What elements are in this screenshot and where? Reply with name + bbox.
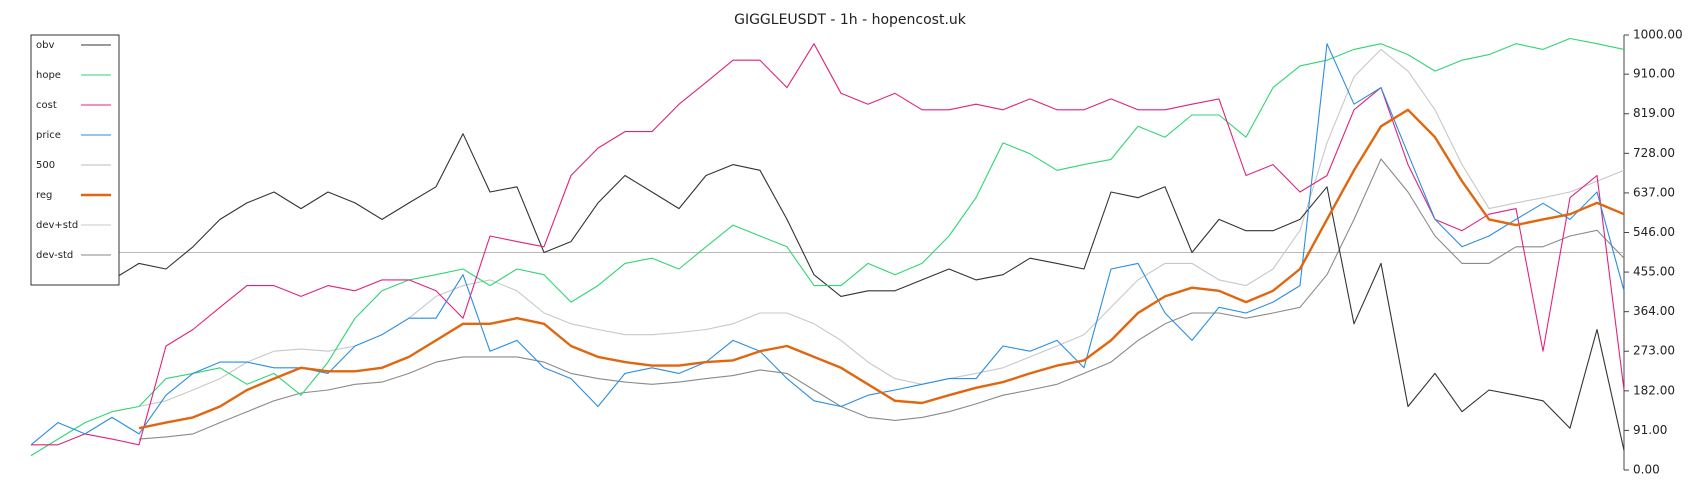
y-tick-label: 91.00 [1633, 423, 1667, 437]
y-tick-label: 546.00 [1633, 225, 1675, 239]
y-tick-label: 637.00 [1633, 185, 1675, 199]
legend-label: hope [36, 70, 61, 81]
legend-label: price [36, 130, 61, 141]
chart-title: GIGGLEUSDT - 1h - hopencost.uk [734, 12, 967, 28]
series-line [30, 43, 1625, 446]
series-line [31, 43, 1625, 446]
series-line [138, 108, 1625, 430]
y-tick-label: 1000.00 [1633, 28, 1683, 42]
legend-box [30, 34, 120, 286]
y-tick-label: 819.00 [1633, 106, 1675, 120]
legend-label: reg [36, 190, 52, 201]
y-tick-label: 364.00 [1633, 304, 1675, 318]
legend-label: 500 [36, 160, 55, 171]
legend-label: obv [36, 40, 54, 51]
y-tick-label: 728.00 [1633, 146, 1675, 160]
series-line [138, 48, 1625, 408]
legend-label: dev-std [36, 250, 73, 261]
series-line [30, 37, 1625, 457]
series-line [138, 158, 1625, 440]
y-tick-label: 0.00 [1633, 463, 1660, 477]
y-tick-label: 273.00 [1633, 344, 1675, 358]
legend-label: dev+std [36, 220, 78, 231]
y-tick-label: 910.00 [1633, 67, 1675, 81]
y-tick-label: 455.00 [1633, 265, 1675, 279]
legend-label: cost [36, 100, 57, 111]
y-tick-label: 182.00 [1633, 383, 1675, 397]
